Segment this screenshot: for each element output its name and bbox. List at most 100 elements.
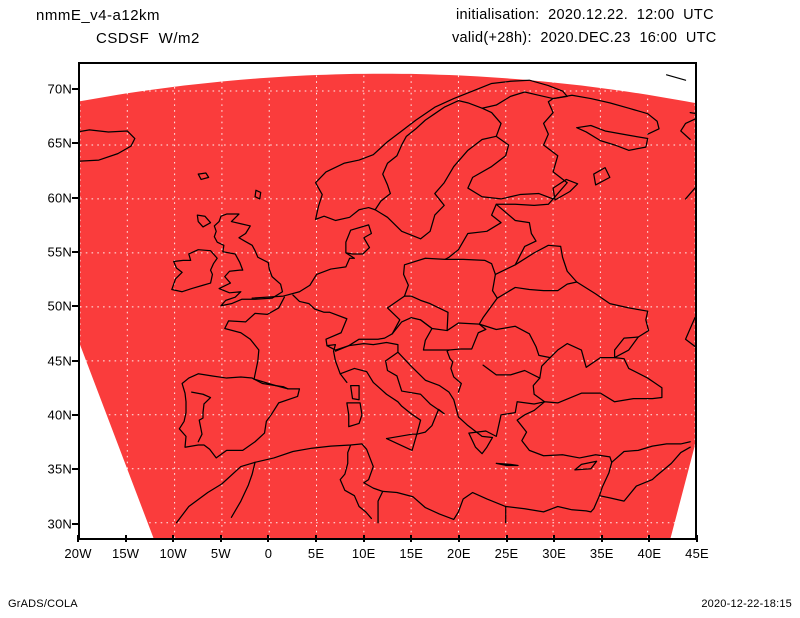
x-axis-tick-label: 20W [64, 546, 92, 561]
coastline-sicily [385, 433, 418, 452]
y-axis-tick-mark [72, 88, 79, 91]
coastline-maghreb_border [230, 461, 256, 518]
x-axis-tick-mark [172, 535, 175, 542]
coastline-denmark [345, 224, 373, 255]
x-axis-tick-mark [600, 535, 603, 542]
x-axis-tick-mark [362, 535, 365, 542]
coastline-sweden_baltic [374, 135, 554, 260]
x-axis-tick-label: 10E [351, 546, 376, 561]
x-axis-tick-mark [219, 535, 222, 542]
coastline-ireland [171, 249, 218, 293]
coastline-nafrica [175, 443, 592, 524]
y-axis-tick-mark [72, 522, 79, 525]
coastline-shetland [254, 189, 262, 200]
coastline-syria_turkey [611, 441, 691, 463]
coastline-carpath_border [446, 323, 487, 393]
y-axis-tick-label: 50N [47, 298, 72, 314]
y-axis-tick-label: 40N [47, 407, 72, 423]
x-axis-tick-mark [553, 535, 556, 542]
y-axis-tick-mark [72, 305, 79, 308]
coastline-turkey_s [516, 401, 613, 463]
coastline-levant [590, 461, 613, 513]
x-axis-tick-mark [648, 535, 651, 542]
coastline-russia_n_border [542, 97, 568, 200]
x-axis-tick-mark [696, 535, 698, 542]
map-plot-area [78, 62, 697, 540]
coastline-ural_n [684, 187, 695, 200]
coastline-cyprus [574, 460, 598, 471]
red-field-polygon [80, 73, 695, 538]
coastline-faroe [197, 172, 210, 181]
coastline-france_border [253, 378, 289, 390]
coastline-alps_borders [348, 317, 480, 347]
coastline-iceland [80, 129, 136, 162]
initialisation-time-label: initialisation: 2020.12.22. 12:00 UTC [456, 7, 714, 23]
y-axis-tick-mark [72, 142, 79, 145]
y-axis-tick-label: 35N [47, 461, 72, 477]
coastline-finland_inner [481, 107, 502, 137]
x-axis-tick-label: 30E [542, 546, 567, 561]
coastline-britain [213, 213, 284, 307]
y-axis-tick-label: 55N [47, 244, 72, 260]
y-axis-tick-label: 45N [47, 353, 72, 369]
coastline-iberia [178, 373, 301, 459]
x-axis-tick-mark [124, 535, 127, 542]
x-axis-tick-mark [315, 535, 318, 542]
coastline-nsea_coast [251, 252, 356, 299]
x-axis-tick-label: 35E [589, 546, 614, 561]
coastline-layer [80, 74, 695, 524]
x-axis-tick-mark [77, 535, 79, 542]
coastline-alps_swiss [326, 345, 350, 351]
y-axis-tick-label: 30N [47, 516, 72, 532]
y-axis-tick-mark [72, 359, 79, 362]
x-axis-tick-mark [457, 535, 460, 542]
valid-time-label: valid(+28h): 2020.DEC.23 16:00 UTC [452, 30, 717, 46]
coastline-baltic_states [495, 203, 537, 266]
x-axis-tick-label: 15W [111, 546, 140, 561]
coastline-kola_coast [552, 94, 660, 135]
coastline-volga [684, 317, 695, 348]
y-axis-tick-mark [72, 196, 79, 199]
coastline-libya_border [377, 490, 384, 524]
x-axis-tick-label: 10W [159, 546, 187, 561]
coastline-poland_e [444, 258, 498, 325]
coastline-onega [593, 167, 611, 186]
coastline-sardinia [346, 402, 363, 428]
x-axis-tick-mark [267, 535, 270, 542]
x-axis-tick-label: 15E [399, 546, 424, 561]
coastline-iraq_border [656, 446, 691, 476]
coastline-portugal_border [191, 391, 212, 443]
variable-units-label: CSDSF W/m2 [96, 30, 200, 47]
x-axis-tick-label: 25E [494, 546, 519, 561]
x-axis-tick-mark [505, 535, 508, 542]
x-axis-tick-label: 5W [210, 546, 231, 561]
coastline-scandinavia [314, 79, 568, 222]
coastline-france_coast [224, 296, 285, 380]
coastline-tunisia_border [339, 444, 373, 520]
coastline-hebrides [196, 214, 212, 228]
coastline-balkans_adriatic [397, 351, 546, 455]
x-axis-tick-mark [410, 535, 413, 542]
model-name-label: nmmE_v4-a12km [36, 7, 161, 24]
coastline-ukraine_e [576, 281, 650, 338]
y-axis-tick-label: 60N [47, 190, 72, 206]
coastline-germany_cz [386, 295, 449, 335]
coastline-ladoga [552, 178, 579, 201]
footer-producer-label: GrADS/COLA [8, 598, 78, 610]
footer-timestamp-label: 2020-12-22-18:15 [701, 598, 792, 610]
x-axis-tick-label: 5E [307, 546, 325, 561]
coastline-italy [334, 341, 445, 435]
coastline-greece_isles [495, 462, 519, 467]
x-axis-tick-label: 45E [685, 546, 709, 561]
x-axis-tick-label: 40E [637, 546, 662, 561]
coastline-germany_pl [402, 257, 446, 297]
y-axis-tick-mark [72, 468, 79, 471]
data-field-layer [80, 73, 695, 538]
coastline-hungary_in [419, 319, 450, 351]
coastline-corsica [350, 384, 360, 401]
coastline-belarus_e [494, 244, 578, 299]
coastline-whitesea [576, 124, 649, 151]
coastline-blacksea_n [532, 342, 663, 404]
coastline-azovsea [613, 336, 639, 359]
x-axis: 20W 15W 10W 5W 0 5E 10E 15E 20E 25E 30E 35E 40E 45E [64, 535, 709, 564]
